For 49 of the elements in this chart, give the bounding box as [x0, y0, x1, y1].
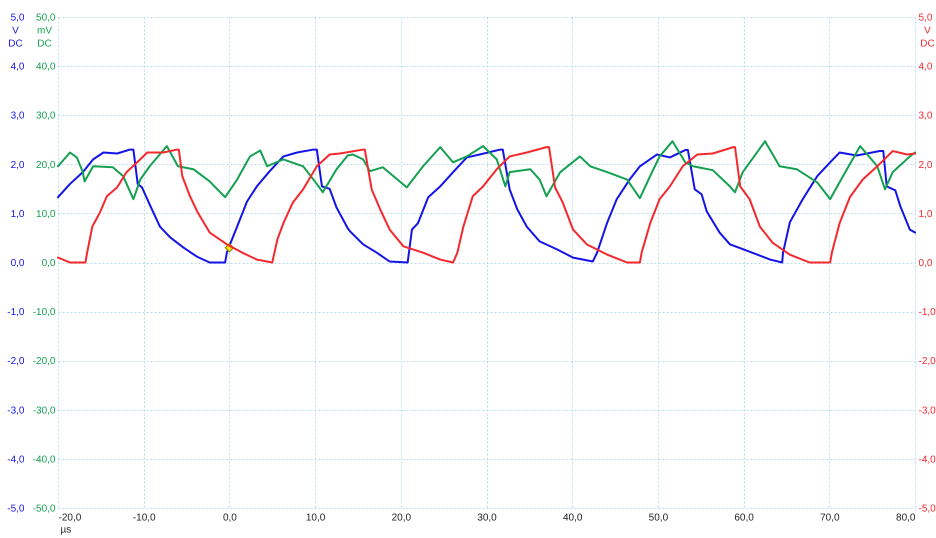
x-tick-label: -20,0 — [58, 512, 82, 524]
y2-tick-label: 3,0 — [918, 110, 933, 122]
x-tick-label: 60,0 — [734, 512, 754, 524]
x-tick-label: 10,0 — [306, 512, 326, 524]
y3-tick-label: -3,0 — [7, 405, 25, 416]
y2-tick-label: 0,0 — [918, 258, 933, 269]
y2-tick-label: 1,0 — [918, 208, 933, 220]
y2-axis-title: V DC — [920, 26, 935, 50]
y-tick-label: 20,0 — [36, 160, 56, 171]
y-tick-label: -30,0 — [32, 405, 56, 416]
y2-tick-label: -1,0 — [918, 307, 936, 318]
y2-tick-label: -4,0 — [918, 454, 936, 466]
x-tick-label: 20,0 — [392, 512, 412, 524]
y2-tick-label: 4,0 — [918, 62, 933, 73]
y3-tick-label: -2,0 — [7, 356, 25, 368]
y-tick-label: 30,0 — [36, 110, 56, 122]
y2-tick-label: -2,0 — [918, 356, 936, 368]
x-tick-label: 0,0 — [222, 512, 238, 524]
y3-tick-label: -5,0 — [7, 504, 25, 514]
y3-tick-label: 3,0 — [10, 110, 25, 122]
y2-tick-label: -5,0 — [918, 504, 936, 514]
y2-tick-label: 2,0 — [918, 160, 933, 171]
y3-tick-label: 4,0 — [10, 62, 25, 73]
y3-tick-label: 2,0 — [10, 160, 25, 171]
y-tick-label: 50,0 — [36, 12, 56, 24]
y2-tick-label: -3,0 — [918, 405, 936, 416]
y-axis-title: mV DC — [37, 26, 52, 50]
line-series — [57, 140, 916, 200]
x-axis-title: µs — [60, 524, 72, 536]
y3-tick-label: -4,0 — [7, 454, 25, 466]
y3-tick-label: 1,0 — [10, 208, 25, 220]
x-tick-label: 30,0 — [477, 512, 498, 524]
y-tick-label: 40,0 — [36, 62, 56, 73]
y-tick-label: -40,0 — [32, 454, 56, 466]
y3-tick-label: 0,0 — [10, 258, 25, 269]
y-tick-label: 10,0 — [36, 208, 56, 220]
x-tick-label: 40,0 — [562, 512, 583, 524]
x-tick-label: -10,0 — [132, 512, 156, 524]
y3-axis-title: V DC — [8, 26, 23, 50]
y3-tick-label: 5,0 — [10, 12, 25, 24]
x-tick-label: 50,0 — [648, 512, 669, 524]
y-tick-label: -50,0 — [32, 504, 56, 514]
y3-tick-label: -1,0 — [7, 307, 25, 318]
y-tick-label: -10,0 — [32, 307, 56, 318]
y-tick-label: -20,0 — [32, 356, 56, 368]
y-tick-label: 0,0 — [42, 258, 56, 269]
x-tick-label: 80,0 — [896, 512, 916, 524]
x-tick-label: 70,0 — [820, 512, 840, 524]
y2-tick-label: 5,0 — [918, 12, 933, 24]
